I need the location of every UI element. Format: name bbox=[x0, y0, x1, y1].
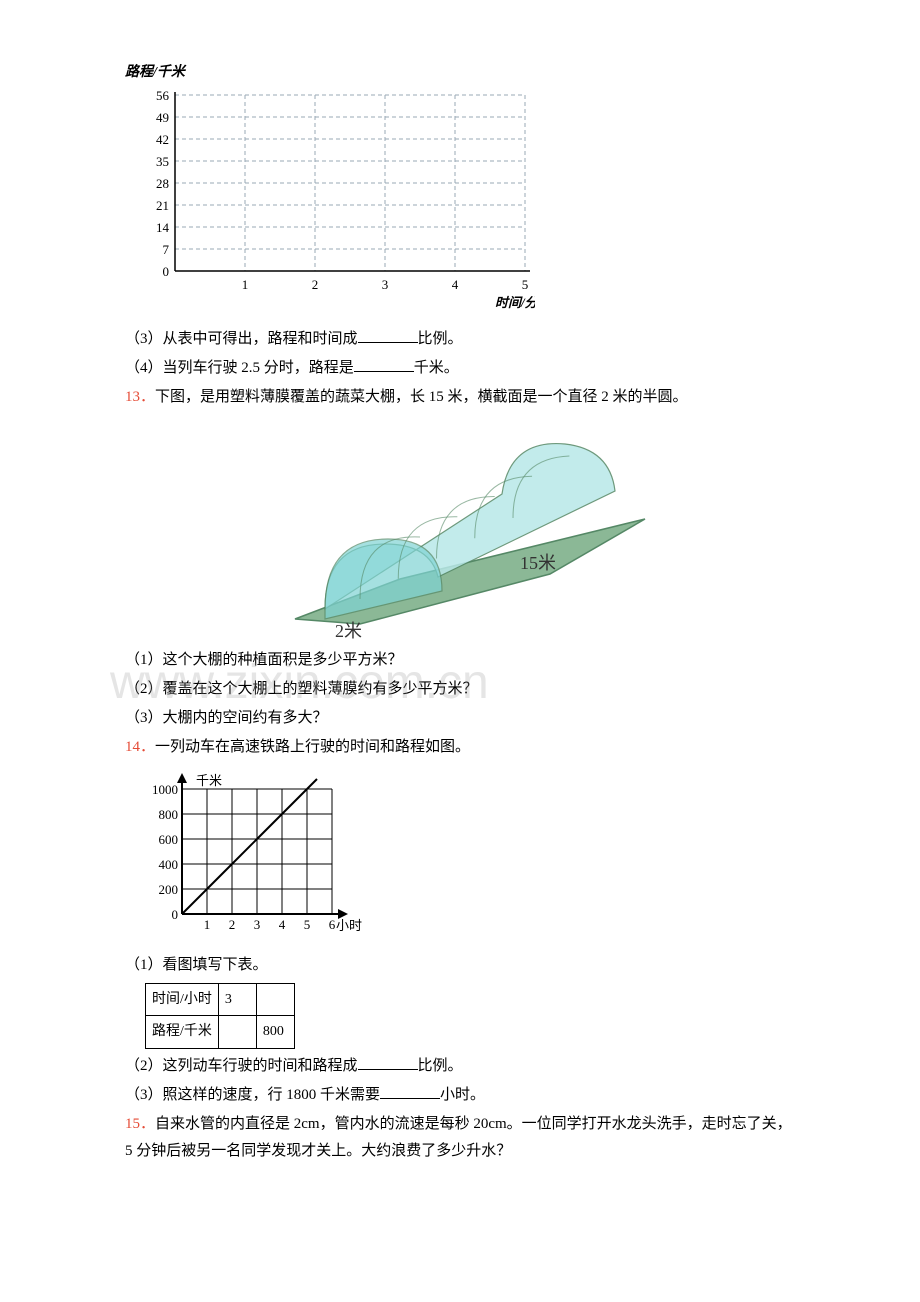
q14-2-suffix: 比例。 bbox=[418, 1058, 463, 1074]
q14-3-suffix: 小时。 bbox=[440, 1087, 485, 1103]
svg-text:7: 7 bbox=[163, 242, 170, 257]
svg-text:15米: 15米 bbox=[520, 553, 556, 573]
q14-3-prefix: （3）照这样的速度，行 1800 千米需要 bbox=[125, 1087, 380, 1103]
svg-text:6: 6 bbox=[329, 917, 336, 932]
q12-4: （4）当列车行驶 2.5 分时，路程是 千米。 bbox=[125, 355, 795, 382]
q12-3-blank bbox=[358, 342, 418, 343]
svg-text:400: 400 bbox=[159, 857, 179, 872]
q13-2: （2）覆盖在这个大棚上的塑料薄膜约有多少平方米？ bbox=[125, 676, 795, 703]
q13: 13．下图，是用塑料薄膜覆盖的蔬菜大棚，长 15 米，横截面是一个直径 2 米的… bbox=[125, 384, 795, 411]
svg-text:3: 3 bbox=[382, 277, 389, 292]
q14-stem: 一列动车在高速铁路上行驶的时间和路程如图。 bbox=[155, 739, 470, 755]
svg-text:600: 600 bbox=[159, 832, 179, 847]
svg-text:0: 0 bbox=[163, 264, 170, 279]
q12-4-suffix: 千米。 bbox=[414, 360, 459, 376]
svg-text:21: 21 bbox=[156, 198, 169, 213]
svg-text:千米: 千米 bbox=[196, 773, 222, 788]
table-cell bbox=[218, 1016, 256, 1048]
q13-num: 13． bbox=[125, 389, 155, 405]
svg-text:时间/分: 时间/分 bbox=[495, 295, 535, 310]
table-row: 路程/千米 800 bbox=[146, 1016, 295, 1048]
table-cell: 时间/小时 bbox=[146, 984, 219, 1016]
svg-text:56: 56 bbox=[156, 90, 170, 103]
table-row: 时间/小时 3 bbox=[146, 984, 295, 1016]
q12-3-prefix: （3）从表中可得出，路程和时间成 bbox=[125, 331, 358, 347]
svg-text:小时: 小时 bbox=[336, 918, 362, 933]
table-cell: 3 bbox=[218, 984, 256, 1016]
q14-3: （3）照这样的速度，行 1800 千米需要 小时。 bbox=[125, 1082, 795, 1109]
chart1-grid: 0 7 14 21 28 35 42 49 56 1 2 3 4 5 时间/分 bbox=[145, 90, 535, 311]
svg-text:49: 49 bbox=[156, 110, 169, 125]
svg-text:2米: 2米 bbox=[335, 621, 362, 639]
q14-table: 时间/小时 3 路程/千米 800 bbox=[145, 983, 295, 1048]
svg-text:3: 3 bbox=[254, 917, 261, 932]
greenhouse-figure: 15米 2米 bbox=[270, 419, 650, 639]
q14-3-blank bbox=[380, 1098, 440, 1099]
q15: 15．自来水管的内直径是 2cm，管内水的流速是每秒 20cm。一位同学打开水龙… bbox=[125, 1111, 795, 1165]
table-cell: 路程/千米 bbox=[146, 1016, 219, 1048]
svg-text:1: 1 bbox=[242, 277, 249, 292]
svg-text:5: 5 bbox=[522, 277, 529, 292]
chart2-grid: 0 200 400 600 800 1000 1 2 3 4 5 6 千米小时 bbox=[140, 771, 372, 936]
table-cell: 800 bbox=[256, 1016, 294, 1048]
q12-3: （3）从表中可得出，路程和时间成 比例。 bbox=[125, 326, 795, 353]
svg-text:200: 200 bbox=[159, 882, 179, 897]
q15-num: 15． bbox=[125, 1116, 155, 1132]
q13-3: （3）大棚内的空间约有多大？ bbox=[125, 705, 795, 732]
svg-text:800: 800 bbox=[159, 807, 179, 822]
q13-1: （1）这个大棚的种植面积是多少平方米？ bbox=[125, 647, 795, 674]
svg-text:2: 2 bbox=[229, 917, 236, 932]
q14-2-blank bbox=[358, 1069, 418, 1070]
q15-stem: 自来水管的内直径是 2cm，管内水的流速是每秒 20cm。一位同学打开水龙头洗手… bbox=[125, 1116, 792, 1159]
svg-text:35: 35 bbox=[156, 154, 169, 169]
svg-text:4: 4 bbox=[452, 277, 459, 292]
table-cell bbox=[256, 984, 294, 1016]
svg-text:0: 0 bbox=[172, 907, 179, 922]
svg-text:4: 4 bbox=[279, 917, 286, 932]
q14-2-prefix: （2）这列动车行驶的时间和路程成 bbox=[125, 1058, 358, 1074]
svg-text:42: 42 bbox=[156, 132, 169, 147]
q13-stem: 下图，是用塑料薄膜覆盖的蔬菜大棚，长 15 米，横截面是一个直径 2 米的半圆。 bbox=[155, 389, 688, 405]
svg-text:5: 5 bbox=[304, 917, 311, 932]
svg-text:28: 28 bbox=[156, 176, 169, 191]
q14: 14．一列动车在高速铁路上行驶的时间和路程如图。 bbox=[125, 734, 795, 761]
q12-3-suffix: 比例。 bbox=[418, 331, 463, 347]
q14-num: 14． bbox=[125, 739, 155, 755]
svg-text:1000: 1000 bbox=[152, 782, 178, 797]
q14-2: （2）这列动车行驶的时间和路程成 比例。 bbox=[125, 1053, 795, 1080]
chart1-container: 0 7 14 21 28 35 42 49 56 1 2 3 4 5 时间/分 bbox=[145, 90, 795, 321]
q14-1: （1）看图填写下表。 bbox=[125, 952, 795, 979]
svg-text:1: 1 bbox=[204, 917, 211, 932]
svg-text:2: 2 bbox=[312, 277, 319, 292]
svg-text:14: 14 bbox=[156, 220, 170, 235]
q12-4-prefix: （4）当列车行驶 2.5 分时，路程是 bbox=[125, 360, 354, 376]
q12-4-blank bbox=[354, 371, 414, 372]
chart1-y-label: 路程/千米 bbox=[125, 60, 795, 85]
